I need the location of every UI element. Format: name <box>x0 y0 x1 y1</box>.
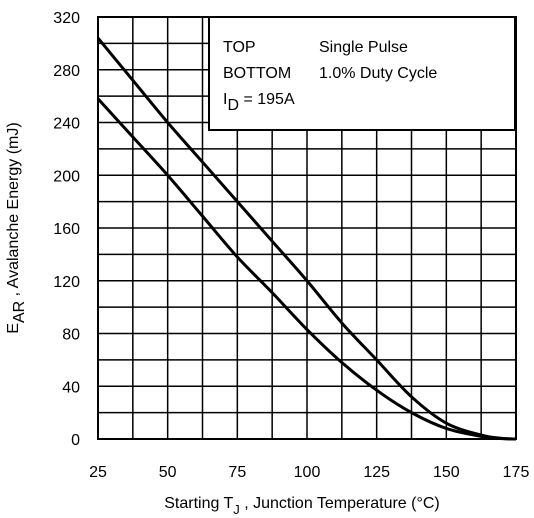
y-tick-label: 0 <box>71 432 80 449</box>
legend-condition: ID = 195A <box>223 91 295 114</box>
y-tick-label: 160 <box>53 221 80 238</box>
x-tick-label: 50 <box>159 464 177 481</box>
series-layer <box>96 37 517 441</box>
series-line-single-pulse <box>96 37 517 441</box>
x-axis-label-prefix: Starting T <box>164 495 233 512</box>
legend-condition-sub: D <box>227 97 239 114</box>
y-tick-labels: 0 40 80 120 160 200 240 280 320 <box>53 10 80 449</box>
x-tick-label: 25 <box>89 464 107 481</box>
legend-bottom-value: 1.0% Duty Cycle <box>319 65 437 82</box>
x-tick-label: 125 <box>363 464 390 481</box>
x-tick-label: 100 <box>294 464 321 481</box>
series-line-duty-cycle <box>96 97 517 441</box>
x-tick-label: 175 <box>503 464 530 481</box>
y-tick-label: 80 <box>62 327 80 344</box>
x-axis-label-suffix: , Junction Temperature (°C) <box>240 495 440 512</box>
legend-box <box>208 16 516 131</box>
y-tick-label: 240 <box>53 116 80 133</box>
x-tick-labels: 25 50 75 100 125 150 175 <box>89 464 529 481</box>
y-tick-label: 120 <box>53 274 80 291</box>
legend: TOP Single Pulse BOTTOM 1.0% Duty Cycle … <box>208 16 516 131</box>
x-tick-label: 150 <box>433 464 460 481</box>
y-axis-label-suffix: , Avalanche Energy (mJ) <box>5 122 22 300</box>
y-axis-label-prefix: E <box>5 323 22 334</box>
y-axis-label: EAR , Avalanche Energy (mJ) <box>5 122 28 333</box>
x-axis-label: Starting TJ , Junction Temperature (°C) <box>164 495 440 517</box>
y-tick-label: 280 <box>53 63 80 80</box>
x-tick-label: 75 <box>228 464 246 481</box>
x-axis-label-sub: J <box>233 502 240 517</box>
legend-condition-prefix: I <box>223 91 227 108</box>
legend-condition-suffix: = 195A <box>239 91 295 108</box>
y-tick-label: 40 <box>62 379 80 396</box>
y-tick-label: 200 <box>53 168 80 185</box>
legend-top-value: Single Pulse <box>319 39 408 56</box>
legend-top-key: TOP <box>223 39 256 56</box>
y-tick-label: 320 <box>53 10 80 27</box>
legend-bottom-key: BOTTOM <box>223 65 291 82</box>
y-axis-label-sub: AR <box>11 301 28 323</box>
